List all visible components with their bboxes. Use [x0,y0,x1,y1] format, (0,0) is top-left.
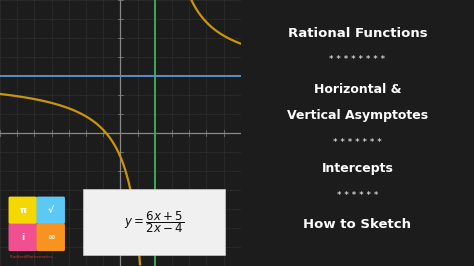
Text: * * * * * * * *: * * * * * * * * [329,55,385,64]
Text: Rational Functions: Rational Functions [288,27,427,40]
Text: Vertical Asymptotes: Vertical Asymptotes [287,109,428,122]
Text: π: π [19,206,27,215]
Text: RadfordMathematics ...: RadfordMathematics ... [10,255,58,259]
Text: Horizontal &: Horizontal & [314,83,401,95]
Text: √: √ [48,206,54,215]
Text: * * * * * * *: * * * * * * * [333,138,382,147]
Text: How to Sketch: How to Sketch [303,218,411,231]
Text: Intercepts: Intercepts [321,163,393,175]
Text: $y = \dfrac{6x + 5}{2x - 4}$: $y = \dfrac{6x + 5}{2x - 4}$ [124,209,184,235]
Text: ∞: ∞ [47,233,55,242]
Text: i: i [21,233,24,242]
Text: * * * * * *: * * * * * * [337,191,378,200]
